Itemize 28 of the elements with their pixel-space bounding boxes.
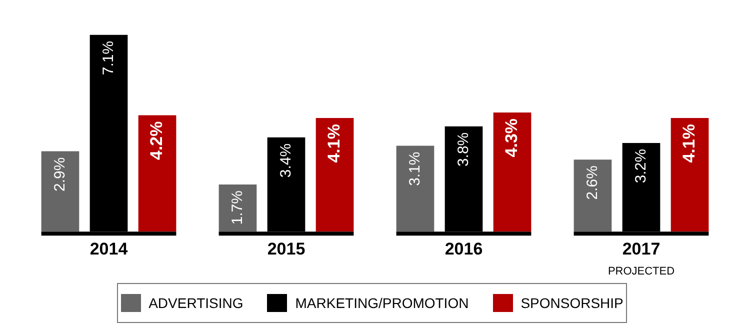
- legend-label: MARKETING/PROMOTION: [295, 295, 469, 311]
- bar: [670, 118, 709, 232]
- data-label: 4.1%: [324, 124, 344, 163]
- bar: [218, 184, 257, 232]
- x-tick-label: 2015: [267, 239, 306, 258]
- data-label: 4.2%: [146, 121, 166, 160]
- text: PROJECTED: [608, 266, 675, 278]
- bar: [396, 146, 434, 232]
- data-label: 1.7%: [228, 190, 246, 225]
- x-tick-label: 2016: [444, 239, 483, 258]
- bar: [41, 151, 80, 232]
- data-label: 3.2%: [632, 148, 650, 184]
- legend-label: ADVERTISING: [148, 295, 244, 311]
- data-label: 3.1%: [406, 152, 424, 186]
- bar: [493, 112, 532, 232]
- data-label: 2.9%: [51, 157, 68, 192]
- bar: [138, 115, 176, 232]
- x-tick-label: 2017: [622, 239, 660, 258]
- data-label: 3.8%: [454, 132, 472, 167]
- data-label: 3.4%: [277, 143, 294, 178]
- data-label: 4.3%: [502, 118, 521, 158]
- data-label: 2.6%: [584, 166, 601, 200]
- data-label: 7.1%: [100, 40, 117, 76]
- bar: [574, 160, 612, 232]
- x-tick-label: 2014: [90, 239, 128, 258]
- bar: [316, 118, 354, 232]
- data-label: 4.1%: [679, 124, 698, 163]
- legend-label: SPONSORSHIP: [520, 295, 624, 311]
